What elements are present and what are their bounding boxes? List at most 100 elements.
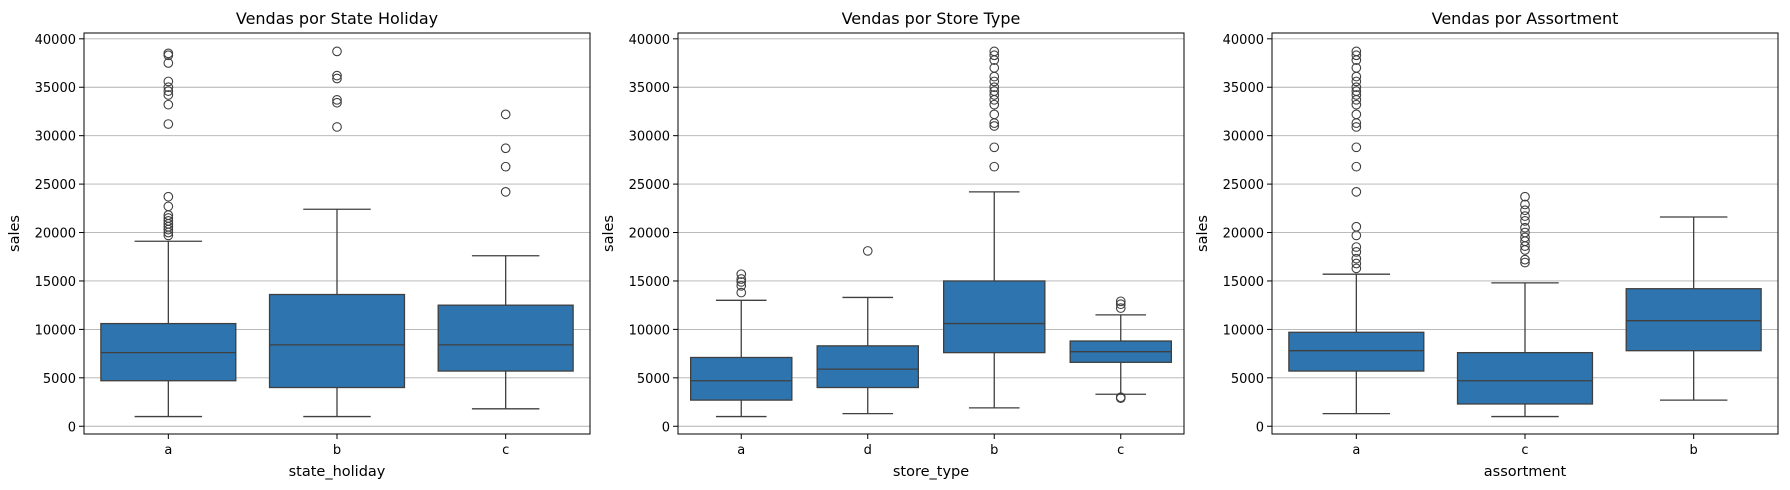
outlier-point: [1520, 257, 1530, 268]
box-iqr: [690, 356, 793, 401]
outlier-point: [989, 50, 1000, 61]
box-iqr: [268, 293, 406, 389]
outlier-point: [1351, 247, 1362, 257]
outlier-point: [163, 82, 174, 93]
outlier-point: [1351, 90, 1362, 100]
outlier-point: [332, 70, 342, 81]
y-tick-label: 20000: [629, 227, 670, 242]
outlier-point: [1351, 82, 1362, 93]
box-iqr: [1456, 351, 1594, 405]
outlier-point: [1351, 46, 1362, 57]
outlier-point: [332, 73, 342, 84]
outlier-point: [1351, 242, 1362, 252]
y-tick-label: 20000: [35, 227, 76, 242]
y-tick-label: 10000: [1223, 323, 1264, 338]
outlier-point: [1351, 50, 1362, 61]
chart-title: Vendas por Store Type: [842, 9, 1021, 28]
x-tick-label: a: [737, 443, 745, 458]
plot-frame: [83, 32, 591, 435]
outlier-point: [500, 161, 511, 172]
outlier-point: [332, 97, 342, 108]
box-iqr: [437, 304, 574, 372]
outlier-point: [1351, 253, 1362, 264]
y-tick-label: 10000: [629, 323, 670, 338]
box-b: [268, 46, 406, 418]
outlier-point: [1520, 232, 1530, 243]
y-tick-label: 40000: [1223, 33, 1264, 48]
box-a: [690, 269, 793, 418]
outlier-point: [332, 46, 342, 57]
outlier-point: [736, 277, 747, 287]
outlier-point: [163, 90, 174, 100]
x-tick-label: d: [864, 443, 872, 458]
y-tick-label: 15000: [629, 275, 670, 290]
y-tick-label: 25000: [1223, 178, 1264, 193]
y-tick-label: 0: [68, 420, 76, 435]
x-axis-label: assortment: [1484, 464, 1567, 480]
outlier-point: [1520, 222, 1530, 233]
outlier-point: [989, 46, 1000, 57]
y-tick-label: 30000: [35, 130, 76, 145]
y-tick-label: 15000: [35, 275, 76, 290]
outlier-point: [163, 48, 174, 59]
outlier-point: [989, 82, 1000, 93]
x-axis-label: state_holiday: [289, 464, 386, 480]
box-iqr: [1625, 288, 1762, 352]
outlier-point: [1351, 86, 1362, 96]
y-tick-label: 40000: [629, 33, 670, 48]
outlier-point: [500, 187, 511, 197]
outlier-point: [1351, 161, 1362, 172]
outlier-point: [1115, 303, 1126, 313]
outlier-point: [989, 142, 1000, 153]
box-a: [1288, 46, 1425, 415]
x-tick-label: b: [333, 443, 341, 458]
outlier-point: [1520, 211, 1530, 221]
outlier-point: [163, 191, 174, 202]
outlier-point: [1520, 205, 1530, 216]
outlier-point: [989, 86, 1000, 96]
box-b: [943, 46, 1046, 409]
x-tick-label: c: [502, 443, 509, 458]
plot-frame: [1271, 32, 1779, 435]
outlier-point: [989, 99, 1000, 110]
box-c: [1456, 191, 1594, 418]
outlier-point: [989, 90, 1000, 100]
chart-title: Vendas por Assortment: [1432, 9, 1619, 28]
outlier-point: [163, 58, 174, 68]
outlier-point: [163, 76, 174, 87]
outlier-point: [1520, 191, 1530, 202]
x-tick-label: c: [1117, 443, 1124, 458]
x-axis-label: store_type: [893, 464, 969, 480]
y-tick-label: 30000: [1223, 130, 1264, 145]
outlier-point: [1351, 263, 1362, 274]
outlier-point: [163, 216, 174, 226]
outlier-point: [1351, 122, 1362, 132]
y-tick-label: 35000: [35, 81, 76, 96]
outlier-point: [1351, 258, 1362, 269]
outlier-point: [1520, 254, 1530, 265]
box-a: [100, 48, 237, 418]
chart-panel-1: 0 5000 10000 15000 20000 25000 30000 35000 40000…: [7, 9, 591, 480]
y-axis-label: sales: [7, 215, 23, 252]
x-tick-label: b: [990, 443, 998, 458]
outlier-point: [163, 213, 174, 223]
y-axis-label: sales: [1195, 215, 1211, 252]
outlier-point: [862, 246, 873, 256]
outlier-point: [1351, 99, 1362, 110]
x-tick-label: c: [1521, 443, 1528, 458]
outlier-point: [1351, 142, 1362, 153]
outlier-point: [989, 63, 1000, 73]
outlier-point: [163, 119, 174, 129]
outlier-point: [989, 76, 1000, 87]
box-b: [1625, 216, 1762, 401]
box-c: [437, 109, 574, 410]
outlier-point: [736, 274, 747, 284]
y-tick-label: 25000: [35, 178, 76, 193]
outlier-point: [1115, 392, 1126, 403]
x-tick-label: a: [1352, 443, 1360, 458]
outlier-point: [163, 86, 174, 96]
outlier-point: [332, 94, 342, 105]
box-iqr: [1288, 331, 1425, 372]
outlier-point: [1351, 109, 1362, 120]
